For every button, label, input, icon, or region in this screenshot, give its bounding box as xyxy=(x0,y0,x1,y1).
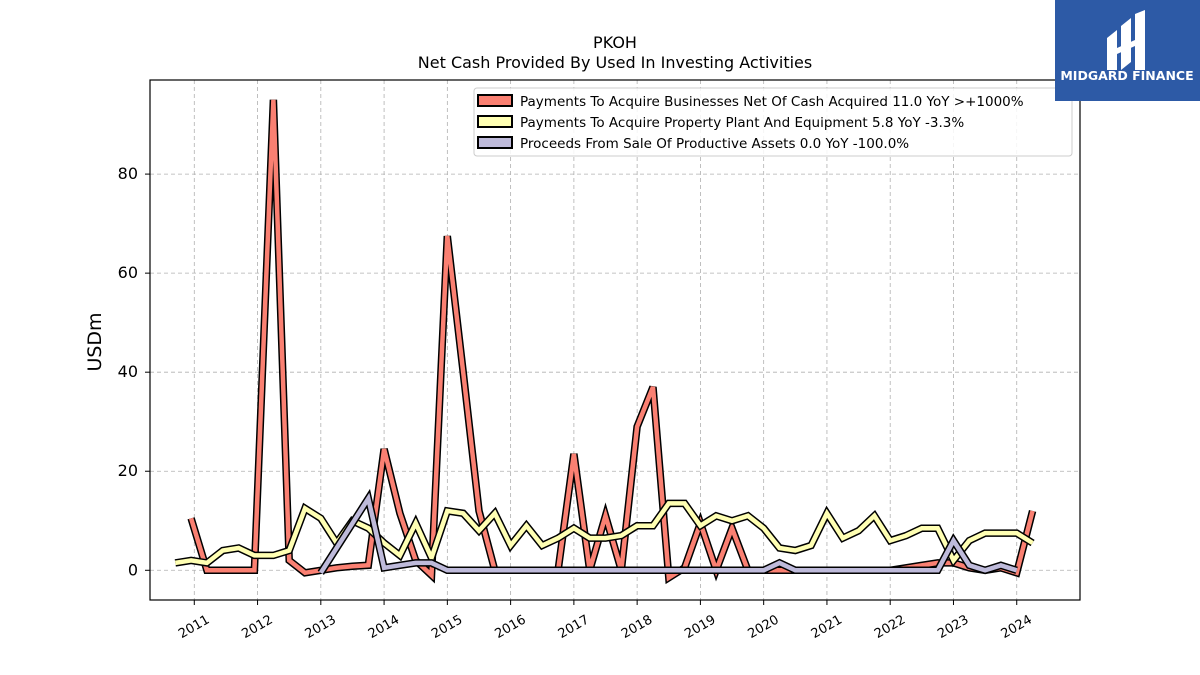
chart-subtitle: Net Cash Provided By Used In Investing A… xyxy=(418,53,812,72)
x-tick-label: 2020 xyxy=(746,612,782,642)
x-tick-label: 2017 xyxy=(556,612,592,642)
series-line xyxy=(188,99,1035,582)
y-axis-label: USDm xyxy=(84,312,106,371)
x-tick-label: 2019 xyxy=(682,612,718,642)
series-line xyxy=(318,492,1018,575)
y-tick-label: 0 xyxy=(128,560,138,579)
x-tick-label: 2012 xyxy=(239,612,275,642)
series-3 xyxy=(317,488,1018,575)
chart-title: PKOH xyxy=(593,33,637,52)
series-1 xyxy=(187,99,1037,585)
x-tick-label: 2014 xyxy=(366,612,402,642)
logo-mark-icon xyxy=(1107,10,1145,70)
legend-swatch xyxy=(477,115,513,128)
y-tick-label: 40 xyxy=(118,362,138,381)
grid-lines xyxy=(150,80,1080,600)
legend-label: Payments To Acquire Businesses Net Of Ca… xyxy=(520,94,1024,110)
midgard-finance-logo: MIDGARD FINANCE xyxy=(1055,0,1200,101)
x-tick-label: 2011 xyxy=(176,612,212,642)
series-2 xyxy=(174,499,1035,569)
legend: Payments To Acquire Businesses Net Of Ca… xyxy=(473,87,1073,157)
x-tick-label: 2022 xyxy=(872,612,908,642)
series-line xyxy=(174,501,1034,566)
legend-item: Proceeds From Sale Of Productive Assets … xyxy=(477,136,909,152)
y-tick-label: 20 xyxy=(118,461,138,480)
legend-swatch xyxy=(477,136,513,149)
series-lines xyxy=(174,99,1037,585)
x-tick-label: 2024 xyxy=(999,612,1035,642)
series-line-outline xyxy=(187,99,1037,585)
x-tick-label: 2013 xyxy=(303,612,339,642)
x-tick-label: 2021 xyxy=(809,612,845,642)
x-tick-label: 2016 xyxy=(492,612,528,642)
x-tick-label: 2018 xyxy=(619,612,655,642)
y-tick-label: 80 xyxy=(118,164,138,183)
legend-swatch xyxy=(477,94,513,107)
y-tick-label: 60 xyxy=(118,263,138,282)
legend-label: Proceeds From Sale Of Productive Assets … xyxy=(520,136,909,152)
legend-items: Payments To Acquire Businesses Net Of Ca… xyxy=(477,94,1024,152)
x-tick-label: 2015 xyxy=(429,612,465,642)
plot-area-frame xyxy=(149,79,1081,601)
x-tick-label: 2023 xyxy=(935,612,971,642)
legend-label: Payments To Acquire Property Plant And E… xyxy=(520,115,964,131)
legend-item: Payments To Acquire Businesses Net Of Ca… xyxy=(477,94,1024,110)
legend-item: Payments To Acquire Property Plant And E… xyxy=(477,115,964,131)
logo-text: MIDGARD FINANCE xyxy=(1060,68,1193,83)
legend-box xyxy=(473,87,1073,157)
